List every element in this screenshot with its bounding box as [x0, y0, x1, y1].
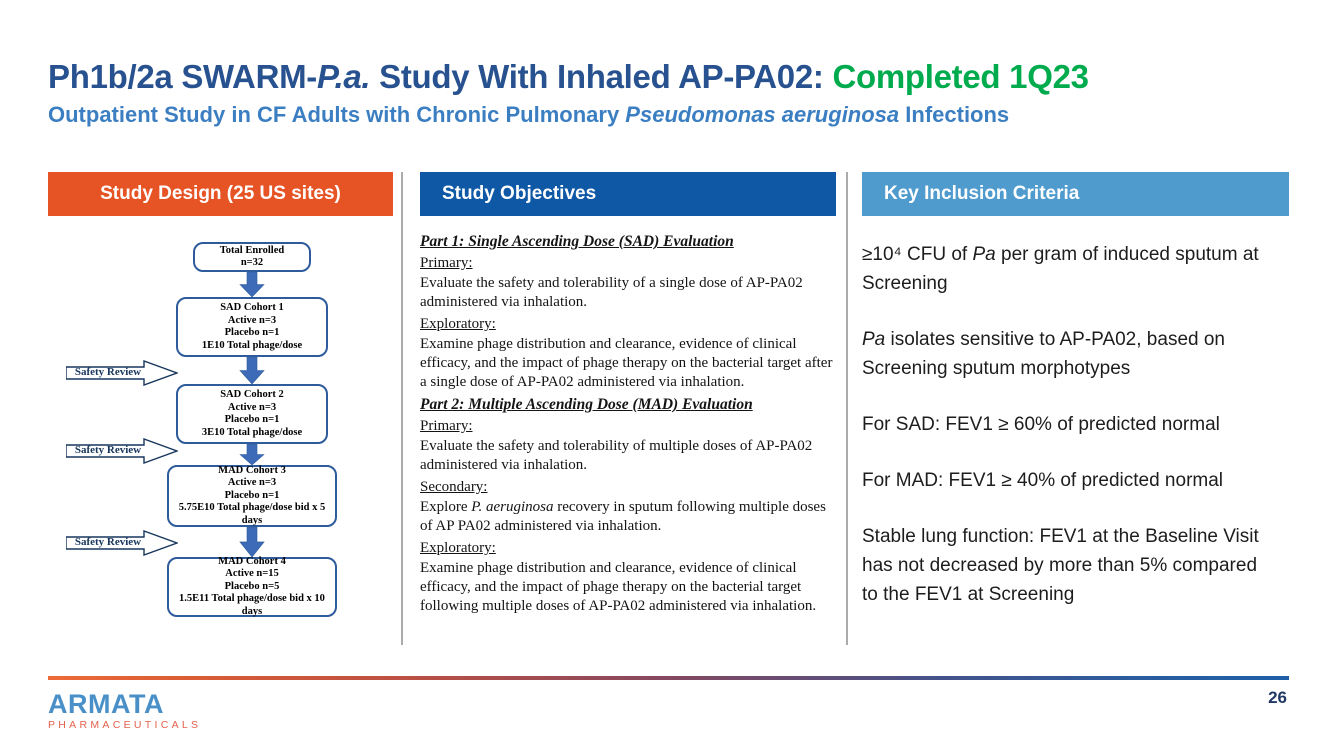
criteria-item: Pa isolates sensitive to AP-PA02, based …: [862, 325, 1267, 383]
safety-review-label: Safety Review: [74, 536, 142, 548]
armata-logo: ARMATA PHARMACEUTICALS: [48, 691, 201, 731]
subtitle-italic: Pseudomonas aeruginosa: [625, 102, 900, 127]
criteria-text: For SAD: FEV1 ≥ 60% of predicted normal: [862, 414, 1220, 435]
flow-box-line: Active n=3: [227, 477, 277, 489]
objective-text-italic: P. aeruginosa: [471, 499, 554, 515]
safety-review-label: Safety Review: [74, 366, 142, 378]
right-block-arrow-icon: [66, 360, 178, 386]
column-divider: [846, 172, 848, 645]
objective-label: Primary:: [420, 255, 473, 271]
flow-box-line: SAD Cohort 1: [220, 302, 284, 313]
inclusion-criteria-content: ≥10⁴ CFU of Pa per gram of induced sputu…: [862, 240, 1267, 636]
column-divider: [401, 172, 403, 645]
objective-text: Explore P. aeruginosa recovery in sputum…: [420, 498, 840, 536]
study-design-header: Study Design (25 US sites): [48, 172, 393, 216]
flow-box-line: MAD Cohort 4: [218, 555, 286, 567]
objective-text: Examine phage distribution and clearance…: [420, 336, 833, 390]
footer-gradient-rule: [48, 676, 1289, 680]
page-title: Ph1b/2a SWARM-P.a. Study With Inhaled AP…: [48, 58, 1089, 96]
criteria-item: ≥10⁴ CFU of Pa per gram of induced sputu…: [862, 240, 1267, 298]
criteria-item: For SAD: FEV1 ≥ 60% of predicted normal: [862, 410, 1267, 439]
flow-box-line: n=32: [240, 257, 264, 268]
safety-review-arrow: Safety Review: [66, 530, 178, 556]
title-italic: P.a.: [317, 58, 371, 95]
flow-box-line: Active n=3: [227, 401, 277, 413]
flow-box-line: 1.5E11 Total phage/dose bid x 10 days: [179, 593, 325, 617]
page-subtitle: Outpatient Study in CF Adults with Chron…: [48, 102, 1009, 128]
flow-box-sad-cohort-1: SAD Cohort 1 Active n=3 Placebo n=1 1E10…: [176, 297, 328, 357]
flow-box-mad-cohort-4: MAD Cohort 4 Active n=15 Placebo n=5 1.5…: [167, 555, 337, 617]
criteria-text: per gram of induced sputum at Screening: [862, 244, 1259, 294]
objective-text: Evaluate the safety and tolerability of …: [420, 438, 813, 473]
flow-box-line: 3E10 Total phage/dose: [201, 426, 303, 438]
subtitle-part1: Outpatient Study in CF Adults with Chron…: [48, 102, 626, 127]
flow-box-line: Active n=15: [225, 568, 279, 580]
flow-box-line: Placebo n=1: [224, 414, 280, 425]
title-highlight: Completed 1Q23: [832, 58, 1089, 95]
objective-label: Secondary:: [420, 479, 488, 495]
criteria-text: Stable lung function: FEV1 at the Baseli…: [862, 526, 1259, 605]
study-objectives-header: Study Objectives: [420, 172, 836, 216]
flow-box-line: Placebo n=1: [224, 489, 280, 501]
criteria-text: ≥10⁴ CFU of: [862, 244, 973, 265]
flow-box-total-enrolled: Total Enrolled n=32: [193, 242, 311, 272]
safety-review-label: Safety Review: [74, 444, 142, 456]
objective-label: Exploratory:: [420, 316, 496, 332]
criteria-text: For MAD: FEV1 ≥ 40% of predicted normal: [862, 470, 1224, 491]
right-block-arrow-icon: [66, 530, 178, 556]
right-block-arrow-icon: [66, 438, 178, 464]
flow-box-line: 5.75E10 Total phage/dose bid x 5 days: [178, 502, 326, 526]
safety-review-arrow: Safety Review: [66, 438, 178, 464]
objective-text-segment: recovery in sputum following multiple do…: [420, 499, 826, 534]
down-arrow-icon: [239, 527, 265, 557]
down-arrow-icon: [239, 357, 265, 384]
criteria-italic: Pa: [972, 244, 996, 265]
criteria-item: For MAD: FEV1 ≥ 40% of predicted normal: [862, 466, 1267, 495]
logo-wordmark: ARMATA: [48, 689, 164, 719]
flow-box-mad-cohort-3: MAD Cohort 3 Active n=3 Placebo n=1 5.75…: [167, 465, 337, 527]
title-part1: Ph1b/2a SWARM-: [48, 58, 318, 95]
inclusion-criteria-header: Key Inclusion Criteria: [862, 172, 1289, 216]
flow-box-sad-cohort-2: SAD Cohort 2 Active n=3 Placebo n=1 3E10…: [176, 384, 328, 444]
down-arrow-icon: [239, 444, 265, 465]
objective-text: Examine phage distribution and clearance…: [420, 560, 817, 614]
objective-text: Evaluate the safety and tolerability of …: [420, 275, 803, 310]
down-arrow-icon: [239, 272, 265, 297]
logo-tagline: PHARMACEUTICALS: [48, 719, 202, 731]
objective-label: Primary:: [420, 418, 473, 434]
flow-box-line: MAD Cohort 3: [218, 464, 286, 476]
criteria-text: isolates sensitive to AP-PA02, based on …: [862, 329, 1225, 379]
subtitle-part2: Infections: [899, 102, 1010, 127]
page-number: 26: [1268, 688, 1287, 707]
flow-box-line: 1E10 Total phage/dose: [201, 339, 303, 351]
part2-heading: Part 2: Multiple Ascending Dose (MAD) Ev…: [420, 396, 753, 413]
flow-box-line: Placebo n=1: [224, 327, 280, 338]
objective-text-segment: Explore: [420, 499, 472, 515]
part1-heading: Part 1: Single Ascending Dose (SAD) Eval…: [420, 233, 734, 250]
study-design-flowchart: Total Enrolled n=32 SAD Cohort 1 Active …: [48, 217, 393, 647]
safety-review-arrow: Safety Review: [66, 360, 178, 386]
study-objectives-content: Part 1: Single Ascending Dose (SAD) Eval…: [420, 229, 840, 618]
flow-box-line: Total Enrolled: [219, 244, 285, 256]
criteria-item: Stable lung function: FEV1 at the Baseli…: [862, 522, 1267, 609]
flow-box-line: SAD Cohort 2: [220, 389, 284, 400]
title-part2: Study With Inhaled AP-PA02:: [370, 58, 833, 95]
objective-label: Exploratory:: [420, 540, 496, 556]
flow-box-line: Active n=3: [227, 314, 277, 326]
flow-box-line: Placebo n=5: [224, 580, 280, 592]
criteria-italic: Pa: [862, 329, 886, 350]
